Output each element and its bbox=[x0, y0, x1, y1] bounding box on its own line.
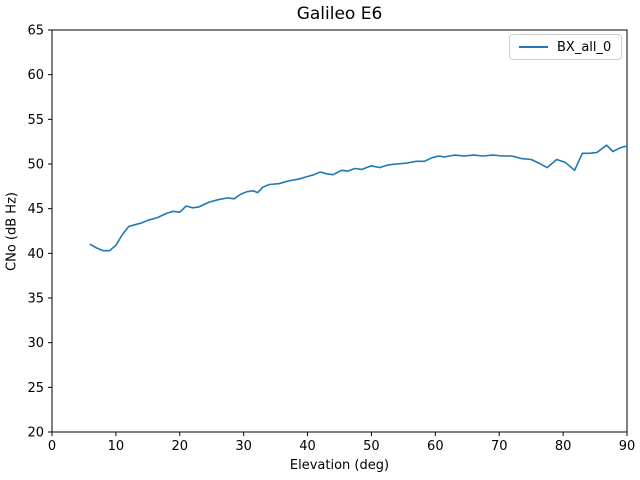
y-axis-label: CNo (dB Hz) bbox=[4, 192, 20, 271]
x-axis-tick-label: 60 bbox=[427, 439, 444, 454]
legend-line-sample-icon bbox=[519, 46, 548, 48]
x-axis-label: Elevation (deg) bbox=[289, 458, 390, 473]
legend-entry-label: BX_all_0 bbox=[557, 39, 612, 55]
y-axis-tick-label: 40 bbox=[27, 247, 44, 262]
x-axis-tick-label: 50 bbox=[363, 439, 380, 454]
x-axis-tick-label: 90 bbox=[619, 439, 636, 454]
x-axis-tick-label: 0 bbox=[48, 439, 56, 454]
x-axis-tick-label: 10 bbox=[108, 439, 125, 454]
y-axis-tick-label: 55 bbox=[27, 113, 44, 128]
y-axis-tick-label: 35 bbox=[27, 292, 44, 307]
legend: BX_all_0 bbox=[509, 34, 623, 60]
y-axis-tick-label: 25 bbox=[27, 381, 44, 396]
y-axis-tick-label: 30 bbox=[27, 336, 44, 351]
x-axis-tick-label: 40 bbox=[299, 439, 316, 454]
y-axis-tick-label: 60 bbox=[27, 68, 44, 83]
x-axis-tick-label: 20 bbox=[172, 439, 189, 454]
y-axis-tick-label: 20 bbox=[27, 426, 44, 441]
x-axis-tick-label: 80 bbox=[555, 439, 572, 454]
chart-title: Galileo E6 bbox=[296, 4, 383, 24]
data-line-BX_all_0 bbox=[89, 144, 628, 252]
x-axis-tick-label: 30 bbox=[235, 439, 252, 454]
y-axis-tick-label: 45 bbox=[27, 202, 44, 217]
plot-border bbox=[51, 29, 628, 433]
y-axis-tick-label: 65 bbox=[27, 24, 44, 39]
x-axis-tick-label: 70 bbox=[491, 439, 508, 454]
y-axis-tick-label: 50 bbox=[27, 158, 44, 173]
